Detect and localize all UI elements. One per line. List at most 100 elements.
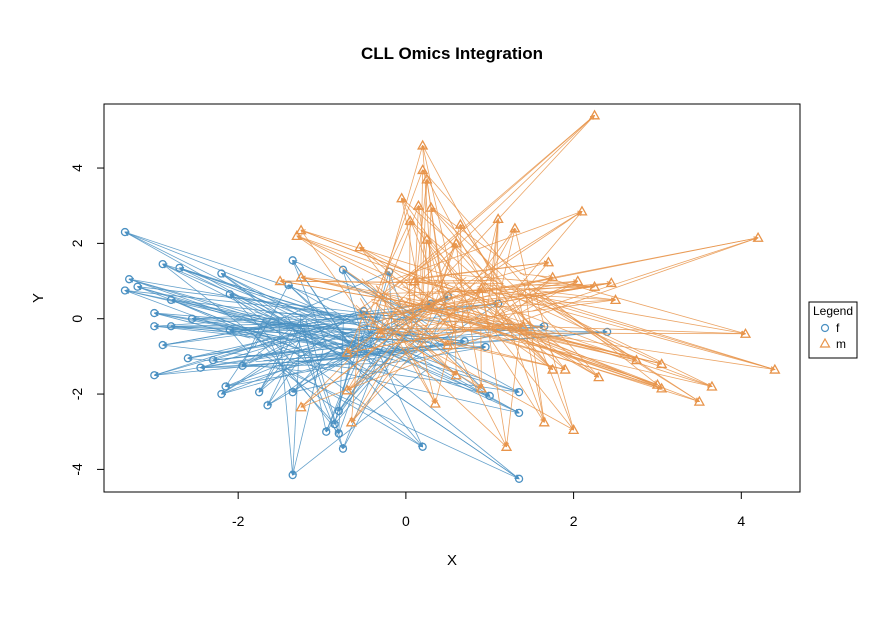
- y-axis-label: Y: [30, 293, 47, 303]
- arrow-f: [259, 312, 355, 392]
- point-m: [450, 369, 462, 380]
- arrow-m: [405, 298, 662, 389]
- arrow-f: [171, 300, 395, 343]
- arrow-f: [364, 311, 373, 347]
- arrow-m: [387, 315, 447, 346]
- arrow-m: [347, 292, 449, 391]
- arrow-f: [154, 326, 284, 341]
- x-axis-label: X: [447, 552, 457, 569]
- arrow-m: [521, 289, 699, 402]
- point-f: [120, 227, 130, 237]
- point-m: [588, 280, 601, 291]
- arrow-f: [129, 279, 394, 361]
- arrow-f: [257, 351, 423, 447]
- arrow-m: [518, 311, 566, 369]
- arrow-m: [446, 331, 507, 446]
- x-tick-label: -2: [232, 513, 245, 529]
- arrow-m: [533, 295, 775, 370]
- point-f: [485, 391, 494, 401]
- arrow-m: [453, 289, 481, 327]
- arrow-m: [529, 320, 574, 430]
- arrow-m: [487, 219, 498, 306]
- point-f: [254, 388, 264, 397]
- legend-box: [808, 301, 858, 359]
- arrow-f: [291, 350, 423, 447]
- point-m: [295, 271, 307, 282]
- arrow-m: [491, 219, 498, 294]
- chart-title: CLL Omics Integration: [361, 44, 543, 63]
- arrow-f: [125, 232, 364, 312]
- arrow-m: [471, 309, 712, 386]
- arrow-m: [454, 299, 456, 375]
- arrow-m: [369, 316, 456, 375]
- point-f: [183, 354, 193, 363]
- arrow-m: [386, 211, 582, 334]
- point-m: [559, 363, 571, 374]
- arrow-m: [518, 288, 599, 377]
- arrow-m: [297, 236, 370, 288]
- y-tick-label: 4: [69, 164, 85, 172]
- arrow-m: [484, 275, 712, 387]
- arrow-m: [369, 145, 423, 332]
- point-f: [334, 406, 343, 416]
- arrow-m: [371, 301, 662, 388]
- arrow-m: [442, 289, 482, 322]
- arrow-f: [277, 317, 292, 475]
- arrow-m: [520, 284, 595, 287]
- arrow-m: [407, 262, 548, 280]
- arrow-m: [462, 286, 481, 389]
- point-f: [481, 342, 490, 352]
- arrow-m: [381, 326, 521, 334]
- arrow-f: [293, 333, 376, 393]
- point-m: [693, 395, 705, 406]
- arrow-f: [280, 368, 519, 480]
- arrow-f: [154, 321, 343, 376]
- arrow-m: [280, 281, 390, 301]
- point-m: [425, 201, 437, 212]
- arrow-m: [301, 230, 369, 326]
- point-m: [500, 440, 513, 451]
- arrow-m: [421, 307, 637, 360]
- arrow-f: [241, 317, 265, 366]
- series-f-arrows: [125, 232, 607, 479]
- arrow-f: [154, 313, 337, 326]
- arrow-f: [322, 319, 465, 342]
- arrow-f: [403, 326, 544, 343]
- arrow-m: [420, 170, 423, 276]
- arrow-f: [270, 341, 294, 392]
- arrow-m: [537, 275, 745, 334]
- point-m: [630, 354, 643, 365]
- point-m: [547, 363, 559, 374]
- point-m: [769, 363, 781, 374]
- arrow-f: [230, 294, 324, 315]
- arrow-f: [389, 345, 519, 392]
- point-m: [492, 213, 504, 224]
- arrow-m: [460, 225, 530, 325]
- arrow-m: [360, 247, 415, 316]
- arrow-m: [448, 318, 482, 345]
- arrow-m: [347, 322, 511, 353]
- point-m: [517, 320, 529, 331]
- x-tick-label: 2: [570, 513, 578, 529]
- arrow-m: [507, 333, 521, 447]
- arrow-f: [250, 331, 334, 424]
- point-f: [217, 389, 226, 399]
- arrow-m: [512, 303, 524, 326]
- point-m: [576, 205, 588, 216]
- point-f: [150, 308, 159, 318]
- arrow-f: [259, 321, 304, 392]
- point-f: [514, 408, 524, 418]
- point-f: [166, 322, 176, 331]
- series-m: [274, 109, 781, 451]
- legend: Legend f m: [808, 301, 858, 359]
- arrow-f: [179, 268, 398, 354]
- arrow-m: [481, 330, 482, 388]
- point-m: [417, 164, 429, 175]
- arrow-m: [447, 290, 616, 300]
- point-f: [120, 286, 130, 295]
- series-f: [120, 227, 612, 483]
- arrow-f: [125, 290, 286, 325]
- y-tick-label: -4: [69, 463, 85, 476]
- arrow-m: [346, 312, 365, 353]
